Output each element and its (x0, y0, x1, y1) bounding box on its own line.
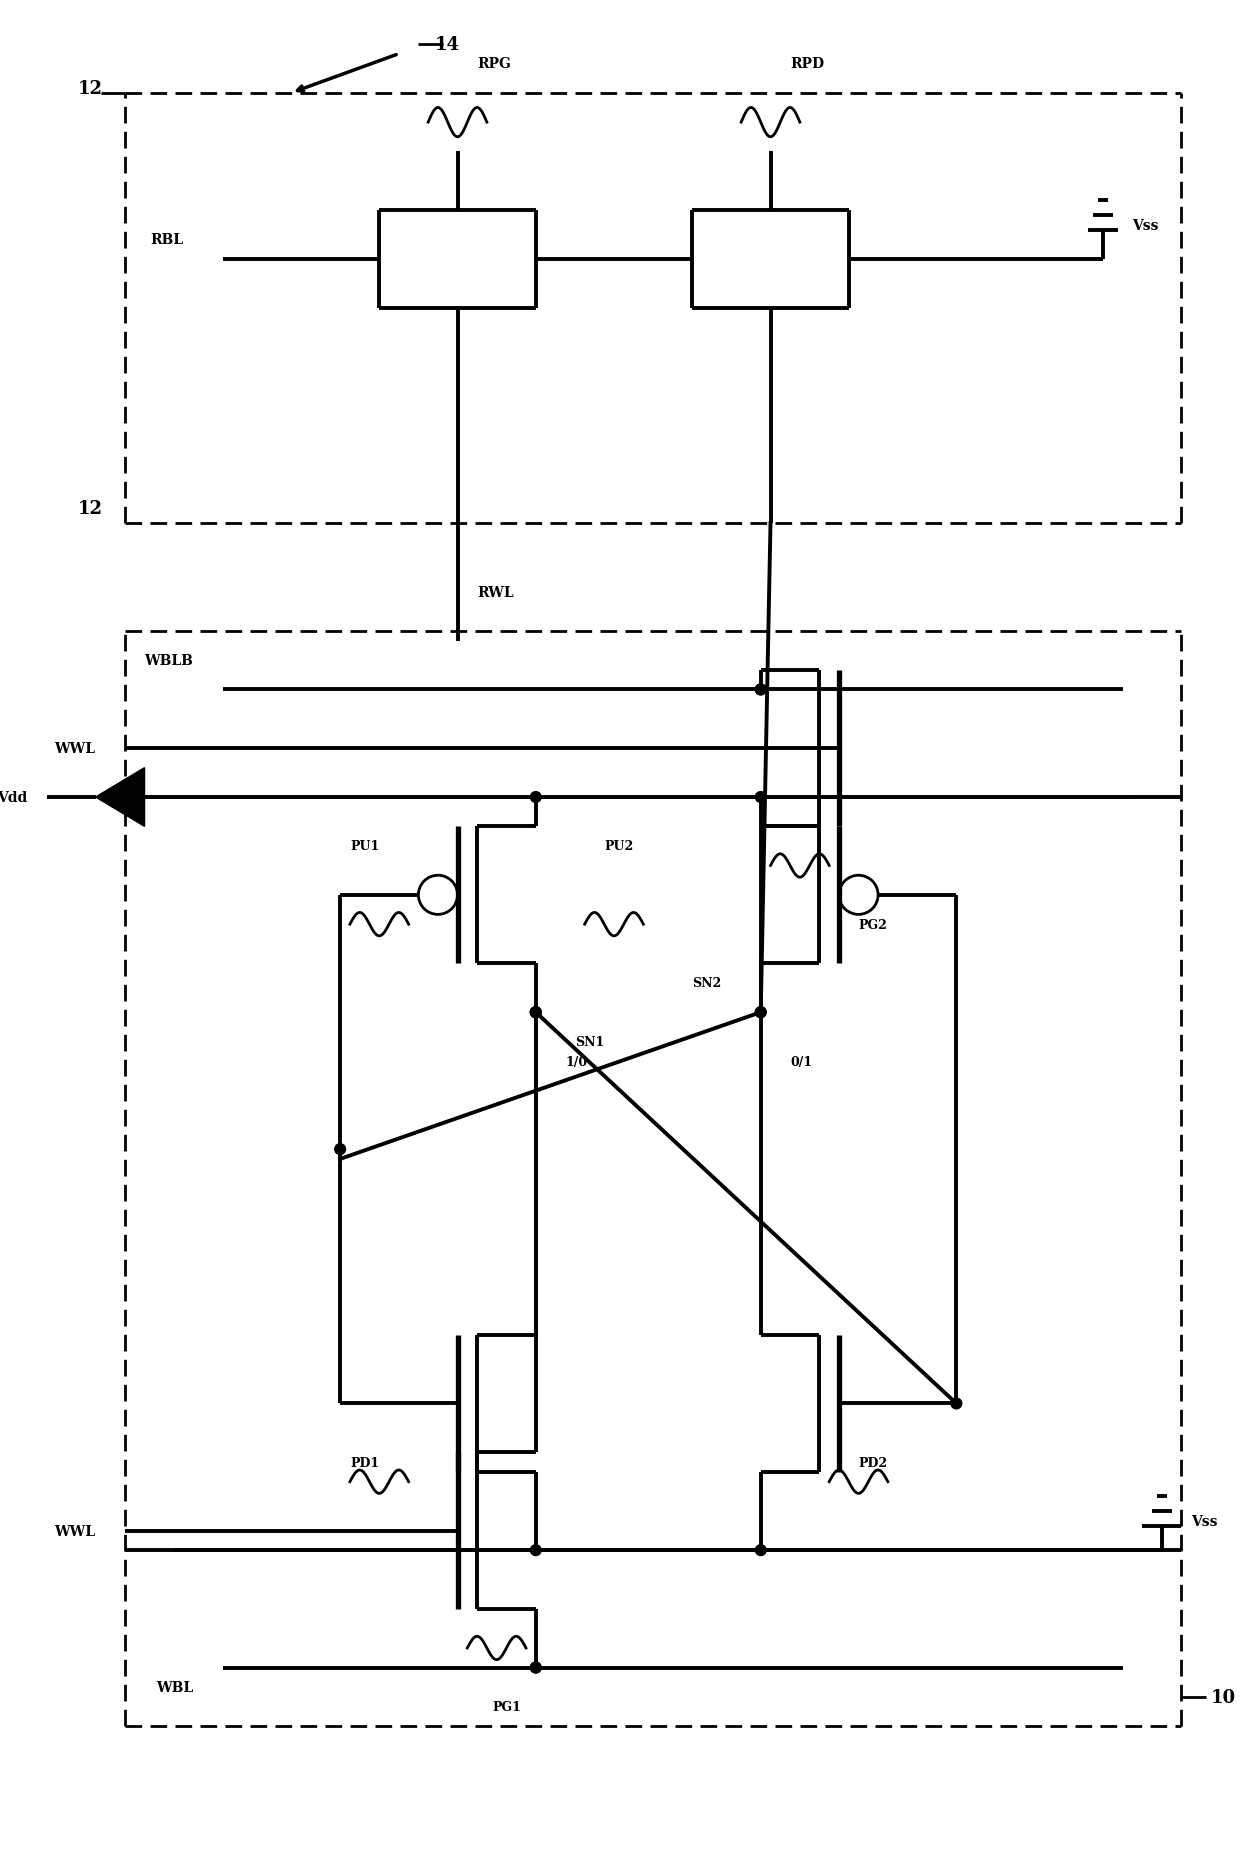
Text: 12: 12 (78, 500, 103, 518)
Text: WWL: WWL (55, 742, 95, 755)
Text: Vss: Vss (1132, 218, 1159, 233)
Text: SN1: SN1 (575, 1036, 604, 1048)
Text: PD2: PD2 (858, 1456, 888, 1469)
Text: WWL: WWL (55, 1523, 95, 1538)
Circle shape (531, 792, 541, 803)
Circle shape (755, 684, 766, 695)
Circle shape (531, 1663, 541, 1674)
Text: 0/1: 0/1 (790, 1055, 812, 1068)
Circle shape (755, 1545, 766, 1556)
Circle shape (755, 792, 766, 803)
Circle shape (531, 1663, 541, 1674)
Text: RWL: RWL (477, 585, 513, 600)
Text: 14: 14 (435, 35, 460, 54)
Text: Vss: Vss (1192, 1514, 1218, 1528)
Text: SN2: SN2 (692, 977, 722, 990)
Text: Vdd: Vdd (0, 790, 27, 805)
Text: 12: 12 (78, 80, 103, 97)
Circle shape (755, 1007, 766, 1018)
Circle shape (951, 1398, 962, 1409)
Text: PG2: PG2 (858, 919, 888, 932)
Text: PD1: PD1 (350, 1456, 379, 1469)
Circle shape (531, 1007, 541, 1018)
Text: PU2: PU2 (604, 841, 634, 854)
Circle shape (531, 1007, 541, 1018)
Circle shape (755, 684, 766, 695)
Circle shape (531, 1007, 541, 1018)
Text: 1/0: 1/0 (565, 1055, 588, 1068)
Text: RPG: RPG (477, 58, 511, 71)
Polygon shape (95, 768, 145, 828)
Text: RPD: RPD (790, 58, 825, 71)
Circle shape (335, 1144, 346, 1156)
Circle shape (531, 1545, 541, 1556)
Text: WBL: WBL (156, 1679, 193, 1694)
Text: PG1: PG1 (492, 1700, 521, 1713)
Text: 10: 10 (1210, 1689, 1236, 1706)
Text: RBL: RBL (150, 233, 184, 248)
Circle shape (755, 1007, 766, 1018)
Text: PU1: PU1 (350, 841, 379, 854)
Text: WBLB: WBLB (145, 654, 193, 667)
